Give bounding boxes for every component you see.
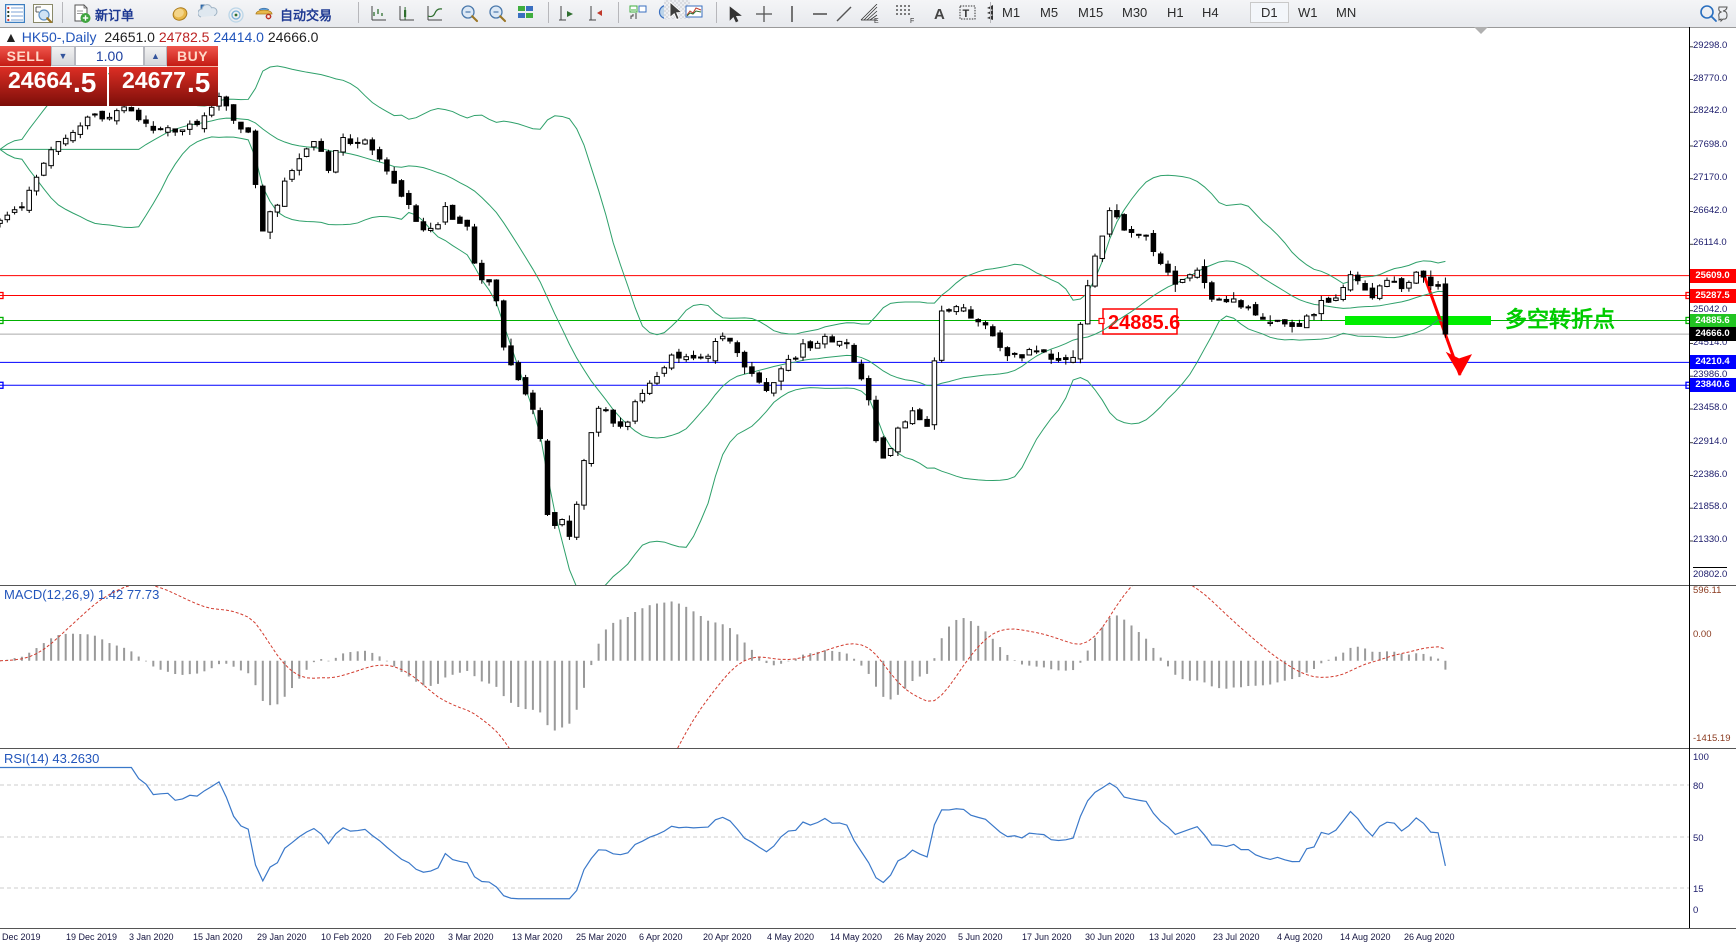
svg-text:E: E [874,18,879,23]
svg-text:24885.6: 24885.6 [1108,312,1180,334]
svg-text:A: A [934,6,945,23]
svg-text:F: F [910,18,914,23]
svg-text:多空转折点: 多空转折点 [1505,307,1615,332]
svg-text:T: T [962,8,969,20]
